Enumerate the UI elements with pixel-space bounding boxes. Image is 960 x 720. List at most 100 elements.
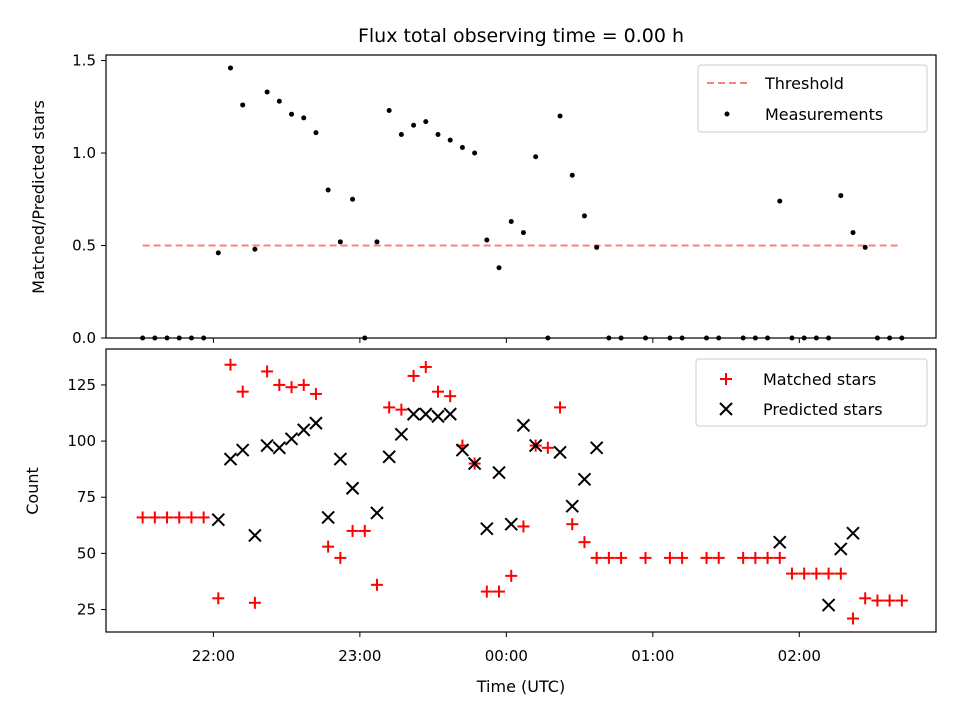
matched-star-point <box>297 378 310 391</box>
matched-star-point <box>212 592 225 605</box>
matched-star-point <box>185 511 198 524</box>
matched-star-point <box>822 567 835 580</box>
legend-threshold-label: Threshold <box>764 74 844 93</box>
predicted-star-point <box>248 528 262 543</box>
predicted-star-point <box>528 438 543 453</box>
matched-star-point <box>663 551 676 564</box>
measurement-point <box>777 198 783 204</box>
measurement-point <box>789 335 795 341</box>
measurement-point <box>472 150 478 156</box>
chart-title: Flux total observing time = 0.00 h <box>358 25 684 47</box>
predicted-star-point <box>370 506 384 520</box>
matched-star-point <box>712 551 725 564</box>
legend-matched-label: Matched stars <box>763 370 876 389</box>
matched-star-point <box>419 360 432 373</box>
top-x-axis <box>212 338 800 343</box>
measurement-point <box>276 98 282 104</box>
measurement-point <box>813 335 819 341</box>
predicted-star-point <box>773 535 787 549</box>
top-plot-area <box>105 54 937 339</box>
matched-star-point <box>810 567 823 580</box>
matched-star-point <box>578 536 591 549</box>
matched-star-point <box>505 569 518 582</box>
predicted-star-point <box>455 443 470 457</box>
measurement-point <box>581 213 587 219</box>
predicted-star-point <box>382 450 396 464</box>
matched-star-point <box>785 567 798 580</box>
measurement-point <box>826 335 832 341</box>
predicted-star-point <box>260 438 274 453</box>
measurement-point <box>374 239 380 245</box>
measurement-point <box>215 250 221 256</box>
matched-star-point <box>566 518 579 531</box>
predicted-star-point <box>309 416 323 430</box>
bottom-panel: 25 50 75 100 125 22:00 23:00 00:00 01:00 02:00 T… <box>23 348 937 696</box>
measurement-point <box>594 244 600 250</box>
measurement-point <box>201 335 207 341</box>
predicted-star-point <box>284 432 299 446</box>
measurement-point <box>887 335 893 341</box>
matched-star-point <box>148 511 161 524</box>
measurement-point <box>838 193 844 199</box>
matched-star-point <box>834 567 847 580</box>
measurement-point <box>140 335 146 341</box>
matched-star-point <box>602 551 615 564</box>
bottom-x-axis: 22:00 23:00 00:00 01:00 02:00 <box>192 632 821 665</box>
matched-star-point <box>883 594 896 607</box>
measurement-point <box>152 335 158 341</box>
predicted-star-point <box>492 465 506 480</box>
matched-star-point <box>358 524 371 537</box>
predicted-star-point <box>516 418 531 433</box>
measurement-point <box>164 335 170 341</box>
y-tick-label: 100 <box>67 432 96 450</box>
predicted-star-point <box>577 472 592 486</box>
measurement-point <box>618 335 624 341</box>
measurement-point <box>350 196 356 202</box>
matched-star-point <box>639 551 652 564</box>
measurement-point <box>423 119 429 125</box>
predicted-star-point <box>321 510 335 525</box>
measurement-point <box>289 111 295 117</box>
legend-measurements-swatch <box>724 111 730 117</box>
measurement-point <box>435 132 441 138</box>
measurement-point <box>569 172 575 178</box>
matched-star-point <box>517 520 530 533</box>
measurement-point <box>240 102 246 108</box>
bottom-plot-area <box>105 348 937 633</box>
matched-star-point <box>444 390 457 403</box>
legend-predicted-swatch <box>719 402 733 416</box>
matched-star-point <box>798 567 811 580</box>
measurement-point <box>679 335 685 341</box>
predicted-star-point <box>272 441 287 455</box>
predicted-star-point <box>821 598 836 612</box>
measurement-point <box>264 89 270 95</box>
predicted-star-point <box>333 452 348 466</box>
matched-star-point <box>432 385 444 398</box>
bottom-legend-box <box>695 358 928 427</box>
predicted-star-point <box>235 443 250 457</box>
matched-star-point <box>615 551 628 564</box>
y-tick-label: 1.5 <box>72 52 96 70</box>
matched-star-point <box>773 551 786 564</box>
predicted-star-point <box>589 441 604 455</box>
measurement-point <box>765 335 771 341</box>
predicted-star-point <box>443 407 457 421</box>
y-tick-label: 0.5 <box>72 237 96 255</box>
measurement-point <box>801 335 807 341</box>
matched-star-point <box>737 551 750 564</box>
matched-star-point <box>309 387 322 400</box>
matched-star-point <box>590 551 603 564</box>
measurement-point <box>533 154 539 160</box>
measurement-layer <box>140 65 905 341</box>
matched-star-point <box>480 585 493 598</box>
y-tick-label: 75 <box>77 488 96 506</box>
matched-star-point <box>161 511 174 524</box>
measurement-point <box>398 132 404 138</box>
matched-star-point <box>285 381 298 394</box>
predicted-star-point <box>431 409 445 424</box>
matched-star-point <box>248 596 261 609</box>
matched-star-point <box>895 594 908 607</box>
measurement-point <box>252 246 258 252</box>
bottom-y-axis-label: Count <box>23 467 42 515</box>
x-tick-label: 00:00 <box>485 647 528 665</box>
